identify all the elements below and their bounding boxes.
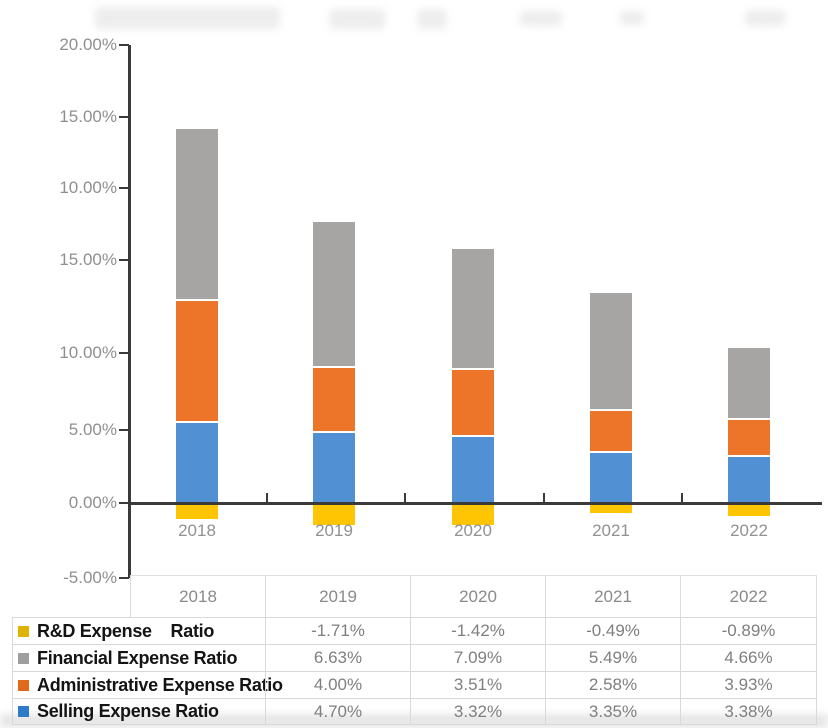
table-header-year-2022: 2022 [680, 576, 817, 618]
blurred-title-artifact [95, 7, 280, 29]
series-name-text: Financial Expense Ratio [37, 647, 238, 668]
table-header-year-2019: 2019 [265, 576, 410, 618]
series-name-text: R&D Expense Ratio [37, 620, 215, 641]
table-header-row: 2018 2019 2020 2021 2022 [130, 575, 817, 618]
x-axis-label-2019: 2019 [315, 521, 353, 540]
table-row-label: Financial Expense Ratio [12, 644, 265, 671]
bar-segment-financial-2022 [728, 348, 770, 420]
table-cell-value: 3.93% [680, 671, 817, 698]
y-axis-tick-label: 10.00% [59, 178, 117, 197]
table-row-label: Selling Expense Ratio [12, 698, 265, 725]
table-row-label: R&D Expense Ratio [12, 617, 265, 644]
table-header-year-2018: 2018 [130, 576, 265, 618]
table-cell-value: 3.51% [410, 671, 545, 698]
table-cell-value: -0.89% [680, 617, 817, 644]
y-axis-tick-mark [119, 259, 129, 261]
table-cell-value: 5.49% [545, 644, 680, 671]
x-axis-label-2020: 2020 [454, 521, 492, 540]
bar-segment-administrative-2022 [728, 420, 770, 457]
y-axis-tick-label: 20.00% [59, 35, 117, 54]
blurred-title-artifact [620, 11, 644, 25]
x-axis-label-2018: 2018 [178, 521, 216, 540]
bar-segment-financial-2019 [313, 222, 355, 368]
blurred-title-artifact [520, 11, 562, 26]
x-axis-tick-mark [266, 493, 268, 504]
bar-segment-selling-2022 [728, 457, 770, 503]
blurred-title-artifact [330, 9, 385, 29]
table-header-year-2021: 2021 [545, 576, 680, 618]
bar-segment-rnd-2021 [590, 503, 632, 513]
y-axis-tick-label: 15.00% [59, 250, 117, 269]
table-body: R&D Expense Ratio -1.71% -1.42% -0.49% -0.89… [12, 617, 817, 725]
series-name-text: Selling Expense Ratio [37, 701, 219, 721]
bar-segment-selling-2021 [590, 453, 632, 503]
bar-segment-rnd-2019 [313, 503, 355, 525]
table-cell-value: 3.32% [410, 698, 545, 725]
y-axis-tick-label: 0.00% [68, 493, 117, 512]
legend-color-swatch-selling [18, 706, 29, 717]
blurred-title-artifact [745, 10, 785, 26]
table-cell-value: 3.35% [545, 698, 680, 725]
bar-segment-financial-2020 [452, 249, 494, 370]
stacked-bar-chart: 20.00% 15.00% 10.00% 15.00% 10.00% 5.00% 0.00%… [59, 35, 822, 587]
y-axis-tick-mark [119, 187, 129, 189]
series-name-text: Administrative Expense Ratio [37, 674, 283, 695]
table-cell-value: 4.00% [265, 671, 410, 698]
x-axis-tick-mark [681, 493, 683, 504]
bar-segment-financial-2018 [176, 129, 218, 301]
y-axis-tick-mark [119, 577, 129, 579]
bar-segment-rnd-2020 [452, 503, 494, 525]
bar-segment-rnd-2018 [176, 503, 218, 519]
x-axis-label-2021: 2021 [592, 521, 630, 540]
bar-segment-administrative-2021 [590, 411, 632, 453]
table-cell-value: -1.42% [410, 617, 545, 644]
table-cell-value: 4.70% [265, 698, 410, 725]
table-cell-value: 4.66% [680, 644, 817, 671]
y-axis-tick-mark [119, 44, 129, 46]
bar-segment-selling-2019 [313, 433, 355, 503]
y-axis-tick-label: 5.00% [68, 420, 117, 439]
bar-segment-rnd-2022 [728, 503, 770, 516]
y-axis-tick-mark [119, 429, 129, 431]
bar-segment-selling-2018 [176, 423, 218, 503]
x-axis-tick-mark [404, 493, 406, 504]
x-axis-zero-line [128, 502, 822, 505]
y-axis-tick-label: 10.00% [59, 343, 117, 362]
bar-segment-administrative-2019 [313, 368, 355, 433]
bar-segment-selling-2020 [452, 437, 494, 503]
table-header-year-2020: 2020 [410, 576, 545, 618]
x-axis-tick-mark [543, 493, 545, 504]
y-axis-tick-label: 15.00% [59, 107, 117, 126]
y-axis-tick-mark [119, 502, 129, 504]
legend-color-swatch-financial [18, 652, 29, 664]
bar-segment-administrative-2018 [176, 301, 218, 423]
table-cell-value: 2.58% [545, 671, 680, 698]
blurred-title-artifact [418, 9, 446, 29]
table-cell-value: 6.63% [265, 644, 410, 671]
legend-color-swatch-administrative [18, 679, 29, 691]
table-row-label: Administrative Expense Ratio [12, 671, 283, 698]
y-axis-tick-mark [119, 116, 129, 118]
table-cell-value: 3.38% [680, 698, 817, 725]
y-axis-line [128, 45, 131, 578]
y-axis-tick-label: -5.00% [63, 568, 117, 587]
table-cell-value: -0.49% [545, 617, 680, 644]
table-cell-value: -1.71% [265, 617, 410, 644]
bar-segment-financial-2021 [590, 293, 632, 411]
legend-color-swatch-rnd [18, 625, 29, 637]
y-axis-tick-mark [119, 352, 129, 354]
bar-segment-administrative-2020 [452, 370, 494, 437]
x-axis-label-2022: 2022 [730, 521, 768, 540]
table-cell-value: 7.09% [410, 644, 545, 671]
